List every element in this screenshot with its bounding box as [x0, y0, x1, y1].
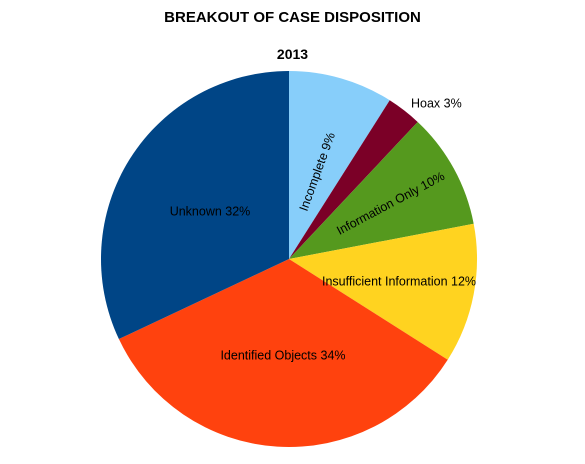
pie-slices [100, 70, 478, 448]
pie-slice-identified-objects [118, 259, 448, 448]
slice-label-insufficient-information: Insufficient Information 12% [322, 274, 476, 288]
chart-title: BREAKOUT OF CASE DISPOSITION [164, 9, 421, 26]
pie-slice-information-only [289, 121, 474, 259]
chart-subtitle: 2013 [276, 46, 309, 62]
pie-slice-insufficient-information [289, 223, 478, 360]
pie-slice-incomplete [289, 71, 390, 259]
pie-slice-hoax [289, 100, 418, 260]
pie-slice-unknown [100, 70, 290, 340]
slice-label-unknown: Unknown 32% [170, 204, 251, 218]
slice-label-hoax: Hoax 3% [411, 96, 462, 110]
slice-label-identified-objects: Identified Objects 34% [220, 348, 345, 362]
